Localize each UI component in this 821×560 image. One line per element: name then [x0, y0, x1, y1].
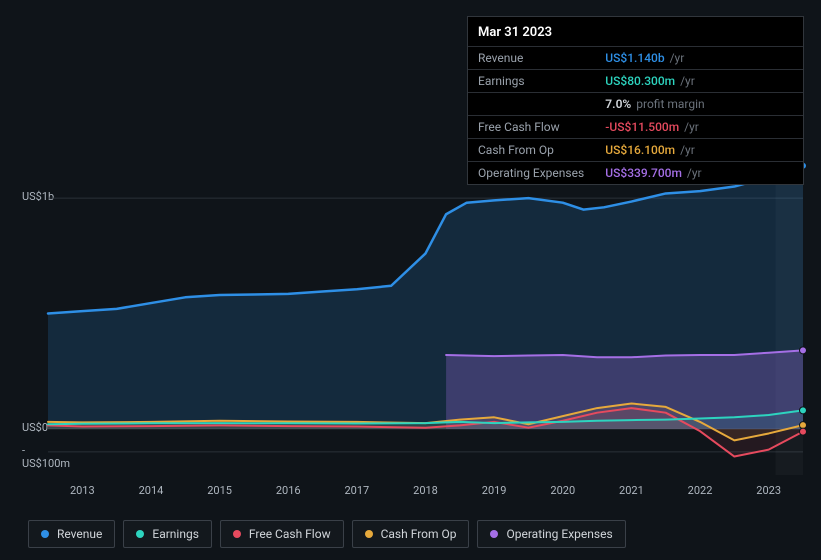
legend-label: Earnings	[152, 527, 199, 541]
tooltip-row: Operating ExpensesUS$339.700m /yr	[468, 162, 803, 185]
tooltip-panel: Mar 31 2023 RevenueUS$1.140b /yrEarnings…	[467, 16, 804, 185]
legend-item[interactable]: Revenue	[28, 520, 115, 548]
tooltip-row: Cash From OpUS$16.100m /yr	[468, 139, 803, 162]
series-endpoint-earnings	[800, 407, 807, 414]
x-tick-label: 2013	[70, 484, 95, 497]
chart-svg	[18, 175, 803, 475]
tooltip-row-label	[468, 93, 595, 116]
x-tick-label: 2014	[139, 484, 164, 497]
series-endpoint-cfo	[800, 422, 807, 429]
x-tick-label: 2020	[550, 484, 575, 497]
legend-label: Free Cash Flow	[249, 527, 331, 541]
legend-dot-icon	[233, 530, 241, 538]
x-tick-label: 2019	[482, 484, 507, 497]
legend-label: Cash From Op	[381, 527, 457, 541]
x-tick-label: 2023	[756, 484, 781, 497]
tooltip-table: RevenueUS$1.140b /yrEarningsUS$80.300m /…	[468, 46, 803, 184]
series-endpoint-fcf	[800, 428, 807, 435]
chart-plot[interactable]	[18, 175, 803, 475]
tooltip-row: EarningsUS$80.300m /yr	[468, 70, 803, 93]
legend-dot-icon	[41, 530, 49, 538]
x-tick-label: 2022	[688, 484, 713, 497]
legend-label: Revenue	[57, 527, 102, 541]
x-tick-label: 2017	[344, 484, 369, 497]
tooltip-row: Free Cash Flow-US$11.500m /yr	[468, 116, 803, 139]
chart-frame: Mar 31 2023 RevenueUS$1.140b /yrEarnings…	[0, 0, 821, 560]
tooltip-row-label: Free Cash Flow	[468, 116, 595, 139]
legend-dot-icon	[490, 530, 498, 538]
legend-dot-icon	[365, 530, 373, 538]
legend-item[interactable]: Cash From Op	[352, 520, 470, 548]
x-tick-label: 2015	[207, 484, 232, 497]
tooltip-row-value: US$16.100m /yr	[595, 139, 803, 162]
tooltip-row-value: US$1.140b /yr	[595, 47, 803, 70]
series-endpoint-opex	[800, 347, 807, 354]
tooltip-row-value: US$339.700m /yr	[595, 162, 803, 185]
tooltip-row-value: US$80.300m /yr	[595, 70, 803, 93]
x-tick-label: 2021	[619, 484, 644, 497]
legend-dot-icon	[136, 530, 144, 538]
tooltip-row: 7.0% profit margin	[468, 93, 803, 116]
legend-label: Operating Expenses	[506, 527, 612, 541]
tooltip-row-value: -US$11.500m /yr	[595, 116, 803, 139]
tooltip-row: RevenueUS$1.140b /yr	[468, 47, 803, 70]
x-tick-label: 2016	[276, 484, 301, 497]
legend-item[interactable]: Free Cash Flow	[220, 520, 344, 548]
tooltip-row-label: Earnings	[468, 70, 595, 93]
tooltip-row-label: Cash From Op	[468, 139, 595, 162]
tooltip-row-label: Revenue	[468, 47, 595, 70]
tooltip-date: Mar 31 2023	[468, 17, 803, 46]
tooltip-row-label: Operating Expenses	[468, 162, 595, 185]
legend: Revenue Earnings Free Cash Flow Cash From O…	[28, 520, 793, 548]
legend-item[interactable]: Earnings	[123, 520, 212, 548]
legend-item[interactable]: Operating Expenses	[477, 520, 625, 548]
x-tick-label: 2018	[413, 484, 438, 497]
tooltip-row-value: 7.0% profit margin	[595, 93, 803, 116]
x-axis-labels: 2013 2014 2015 2016 2017 2018 2019 2020 2021 2022…	[48, 484, 803, 500]
